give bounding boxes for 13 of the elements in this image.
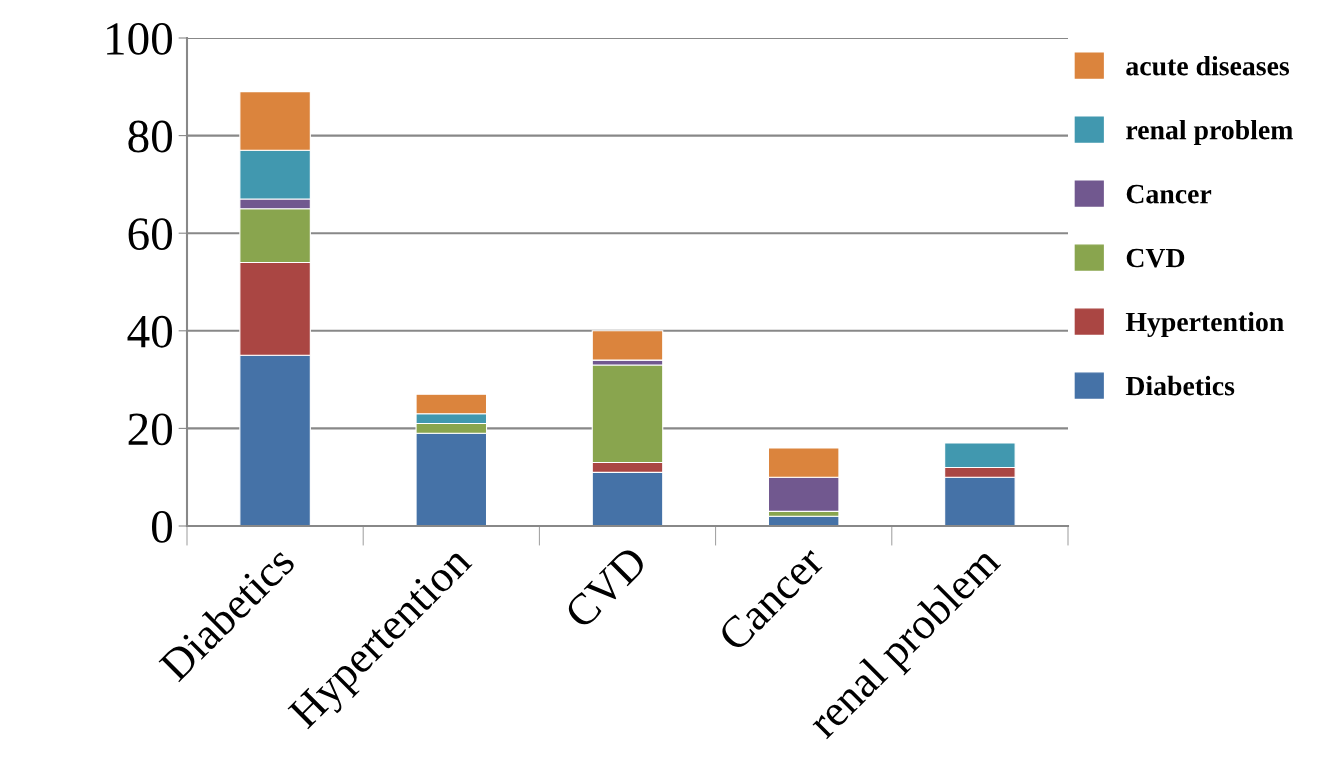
y-tick-label: 60 [128,218,173,251]
legend-label: acute diseases [1126,55,1290,76]
y-tick-label: 0 [151,510,173,543]
y-tick-label: 100 [107,22,173,55]
legend-label: Hypertention [1125,311,1284,338]
y-tick-label: 80 [128,120,173,153]
legend-label: Cancer [1126,184,1212,204]
y-tick-label: 20 [128,413,173,446]
legend-label: renal problem [1126,119,1293,146]
x-tick-label: CVD [563,544,649,631]
legend-label: Diabetics [1125,375,1235,396]
legend-label: CVD [1126,248,1185,268]
y-tick-label: 40 [127,315,173,348]
